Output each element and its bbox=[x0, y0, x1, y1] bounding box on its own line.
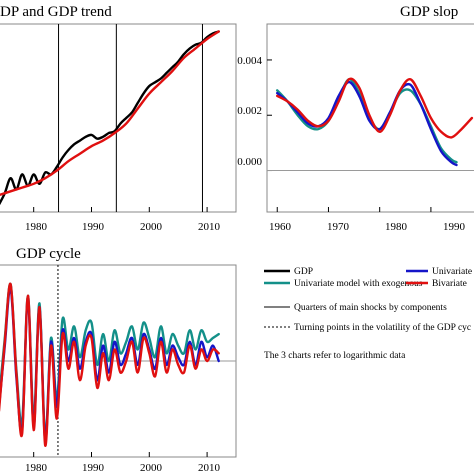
series-line-gdp bbox=[0, 30, 220, 206]
panel-3-lines bbox=[0, 282, 220, 447]
panel-gdp-trend: DP and GDP trend 1980 1990 2000 2010 bbox=[0, 4, 237, 233]
panel-1-tick-labels: 1980 1990 2000 2010 bbox=[25, 221, 221, 233]
x-tick-label: 1980 bbox=[385, 221, 408, 233]
panel-2-tick-labels: 0.000 0.002 0.004 1960 1970 1980 1990 bbox=[237, 55, 465, 233]
series-line-bivariate bbox=[0, 282, 220, 447]
series-line-univariate bbox=[276, 80, 458, 167]
x-tick-label: 1970 bbox=[327, 221, 350, 233]
panel-1-lines bbox=[0, 30, 220, 206]
panel-1-title: DP and GDP trend bbox=[0, 4, 112, 20]
panel-1-vlines bbox=[58, 24, 203, 212]
legend-label-univariate-exogenous: Univariate model with exogenous bbox=[294, 279, 423, 289]
legend: GDP Univariate Univariate model with exo… bbox=[264, 267, 472, 361]
panel-3-title: GDP cycle bbox=[16, 246, 81, 262]
legend-label-turning-points: Turning points in the volatility of the … bbox=[294, 322, 471, 333]
x-tick-label: 1990 bbox=[82, 462, 105, 474]
legend-label-univariate: Univariate bbox=[432, 267, 472, 277]
panel-2-title: GDP slop bbox=[400, 4, 458, 20]
x-tick-label: 2010 bbox=[198, 462, 221, 474]
legend-note: The 3 charts refer to logarithmic data bbox=[264, 350, 406, 361]
y-tick-label: 0.002 bbox=[237, 105, 262, 117]
panel-gdp-cycle: GDP cycle 1980 1990 2000 2010 bbox=[0, 246, 237, 474]
x-tick-label: 2010 bbox=[198, 221, 221, 233]
series-line-gdp-trend bbox=[0, 30, 220, 197]
panel-2-frame bbox=[266, 23, 474, 213]
y-tick-label: 0.000 bbox=[237, 156, 262, 168]
x-tick-label: 2000 bbox=[140, 221, 163, 233]
panel-1-ticks bbox=[33, 207, 208, 212]
y-tick-label: 0.004 bbox=[237, 55, 262, 67]
panel-3-tick-labels: 1980 1990 2000 2010 bbox=[25, 462, 221, 474]
panel-2-lines bbox=[276, 77, 474, 167]
legend-label-shocks: Quarters of main shocks by components bbox=[294, 302, 447, 313]
series-line-bivariate bbox=[276, 77, 474, 139]
x-tick-label: 1990 bbox=[82, 221, 105, 233]
panel-3-ticks bbox=[33, 452, 208, 457]
panel-gdp-slope: GDP slop 0.000 0.002 0.004 1960 1970 198… bbox=[237, 4, 474, 233]
x-tick-label: 1980 bbox=[25, 462, 48, 474]
legend-label-bivariate: Bivariate bbox=[432, 279, 467, 289]
legend-label-gdp: GDP bbox=[294, 267, 313, 277]
panel-1-frame bbox=[0, 23, 237, 213]
x-tick-label: 1990 bbox=[443, 221, 466, 233]
x-tick-label: 2000 bbox=[140, 462, 163, 474]
x-tick-label: 1980 bbox=[25, 221, 48, 233]
x-tick-label: 1960 bbox=[269, 221, 292, 233]
